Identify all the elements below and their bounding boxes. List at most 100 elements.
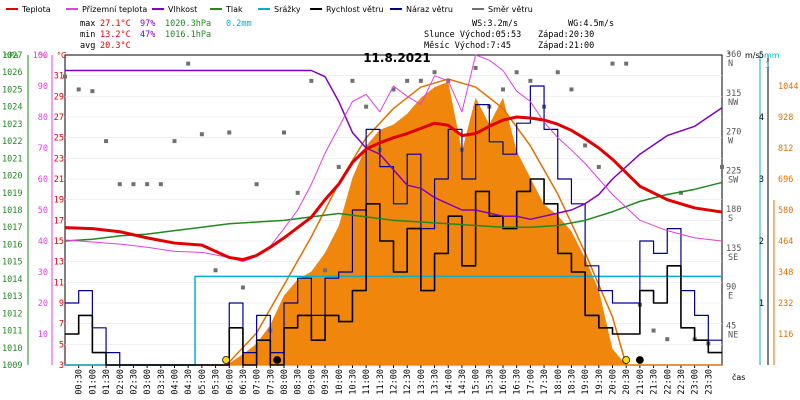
legend-label-1: Přízemní teplota (82, 5, 147, 14)
direction-tick-1: 90 (726, 283, 736, 293)
wind-dir-point-38 (583, 143, 588, 148)
hpa-tick-8: 1017 (2, 223, 22, 233)
percent-tick-2: 30 (38, 268, 48, 278)
hpa-tick-18: 1027 (2, 51, 22, 61)
time-tick-2: 01:30 (102, 369, 112, 395)
wind-dir-point-5 (131, 182, 136, 187)
solar-tick-3: 464 (778, 237, 793, 247)
time-tick-14: 07:30 (266, 369, 276, 395)
wind-dir-point-27 (432, 70, 437, 75)
stats-avg-label: avg (80, 41, 95, 51)
chart-title: 11.8.2021 (363, 51, 431, 65)
solar-tick-7: 928 (778, 113, 793, 123)
time-tick-31: 16:00 (499, 369, 509, 395)
wind-dir-point-34 (528, 78, 533, 83)
time-tick-35: 18:00 (554, 369, 564, 395)
direction-label-6: NW (728, 98, 739, 108)
hpa-tick-9: 1018 (2, 206, 22, 216)
solar-tick-4: 580 (778, 206, 793, 216)
time-tick-39: 20:00 (609, 369, 619, 395)
wind-dir-point-26 (418, 78, 423, 83)
wind-dir-point-37 (569, 87, 574, 92)
percent-tick-5: 60 (38, 175, 48, 185)
legend: Teplota Přízemní teplota Vlhkost Tlak Srážky… (6, 5, 533, 14)
celsius-tick-14: 31 (54, 72, 64, 82)
hpa-tick-6: 1015 (2, 258, 22, 268)
wind-dir-point-30 (473, 65, 478, 70)
stats-moonset: Západ:21:00 (538, 41, 594, 51)
hpa-tick-13: 1022 (2, 137, 22, 147)
stats-min-press: 1016.1hPa (165, 30, 211, 40)
time-tick-1: 01:00 (88, 369, 98, 395)
wind-dir-point-10 (199, 132, 204, 137)
celsius-tick-1: 5 (59, 340, 64, 350)
humidity-line (65, 69, 723, 221)
axes: hPa% °C ° m/s mmčas1009101010111012101310141… (2, 50, 798, 395)
wind-dir-point-20 (336, 164, 341, 169)
direction-label-3: S (728, 214, 733, 224)
direction-label-0: NE (728, 330, 738, 340)
solar-tick-2: 348 (778, 268, 793, 278)
wind-dir-point-32 (501, 87, 505, 92)
stats-avg-temp: 20.3°C (100, 41, 131, 51)
time-tick-26: 13:30 (431, 369, 441, 395)
wind-dir-point-0 (63, 74, 67, 79)
time-tick-18: 09:30 (321, 369, 331, 395)
rain-axis-label: mm (764, 51, 780, 60)
wind-dir-point-18 (309, 78, 314, 83)
hpa-tick-1: 1010 (2, 344, 22, 354)
time-tick-0: 00:30 (75, 369, 85, 395)
time-tick-11: 06:00 (225, 369, 235, 395)
time-axis-label: čas (732, 372, 745, 382)
wind-dir-point-4 (117, 182, 122, 187)
stats-wg: WG:4.5m/s (568, 19, 614, 29)
celsius-tick-4: 11 (54, 278, 64, 288)
percent-axis-label: % (39, 51, 47, 60)
direction-label-4: SW (728, 175, 739, 185)
wind-dir-point-43 (651, 328, 656, 333)
wind-dir-point-17 (295, 190, 300, 195)
wind-dir-point-2 (90, 89, 95, 94)
time-tick-8: 04:30 (184, 369, 194, 395)
direction-label-1: E (728, 292, 733, 302)
time-tick-17: 09:00 (307, 369, 317, 395)
celsius-tick-12: 27 (54, 113, 64, 123)
wind-dir-point-22 (364, 104, 369, 109)
direction-tick-2: 135 (726, 244, 741, 254)
wind-dir-point-41 (624, 61, 629, 66)
solar-tick-6: 812 (778, 144, 793, 154)
wind-dir-point-40 (610, 61, 615, 66)
stats-min-label: min (80, 30, 95, 40)
time-tick-33: 17:00 (526, 369, 536, 395)
time-tick-41: 21:00 (636, 369, 646, 395)
celsius-tick-11: 25 (54, 134, 64, 144)
wind-dir-point-48 (720, 164, 724, 169)
solar-tick-8: 1044 (778, 82, 798, 92)
solar-theoretical-line (65, 78, 722, 366)
legend-label-5: Rychlost větru (326, 5, 383, 14)
percent-tick-4: 50 (38, 206, 48, 216)
legend-label-3: Tlak (225, 5, 243, 14)
temperature-line (64, 115, 723, 262)
time-tick-9: 05:00 (198, 369, 208, 395)
time-tick-21: 11:00 (362, 369, 372, 395)
hpa-tick-10: 1019 (2, 189, 22, 199)
time-tick-10: 05:30 (212, 369, 222, 395)
hpa-tick-11: 1020 (2, 172, 22, 182)
wind-dir-point-14 (254, 182, 259, 187)
legend-label-2: Vlhkost (168, 5, 197, 14)
percent-tick-3: 40 (38, 237, 48, 247)
percent-tick-8: 90 (38, 82, 48, 92)
stats-max-label: max (80, 19, 95, 29)
time-tick-43: 22:00 (663, 369, 673, 395)
wind-tick-0: 1 (759, 299, 764, 309)
time-tick-5: 03:00 (143, 369, 153, 395)
time-tick-44: 22:30 (677, 369, 687, 395)
legend-label-6: Náraz větru (406, 5, 453, 14)
hpa-tick-16: 1025 (2, 85, 22, 95)
time-tick-25: 13:00 (417, 369, 427, 395)
wind-dir-point-12 (227, 130, 232, 135)
stats-max-rain: 0.2mm (226, 19, 252, 29)
wind-tick-4: 5 (759, 51, 764, 61)
